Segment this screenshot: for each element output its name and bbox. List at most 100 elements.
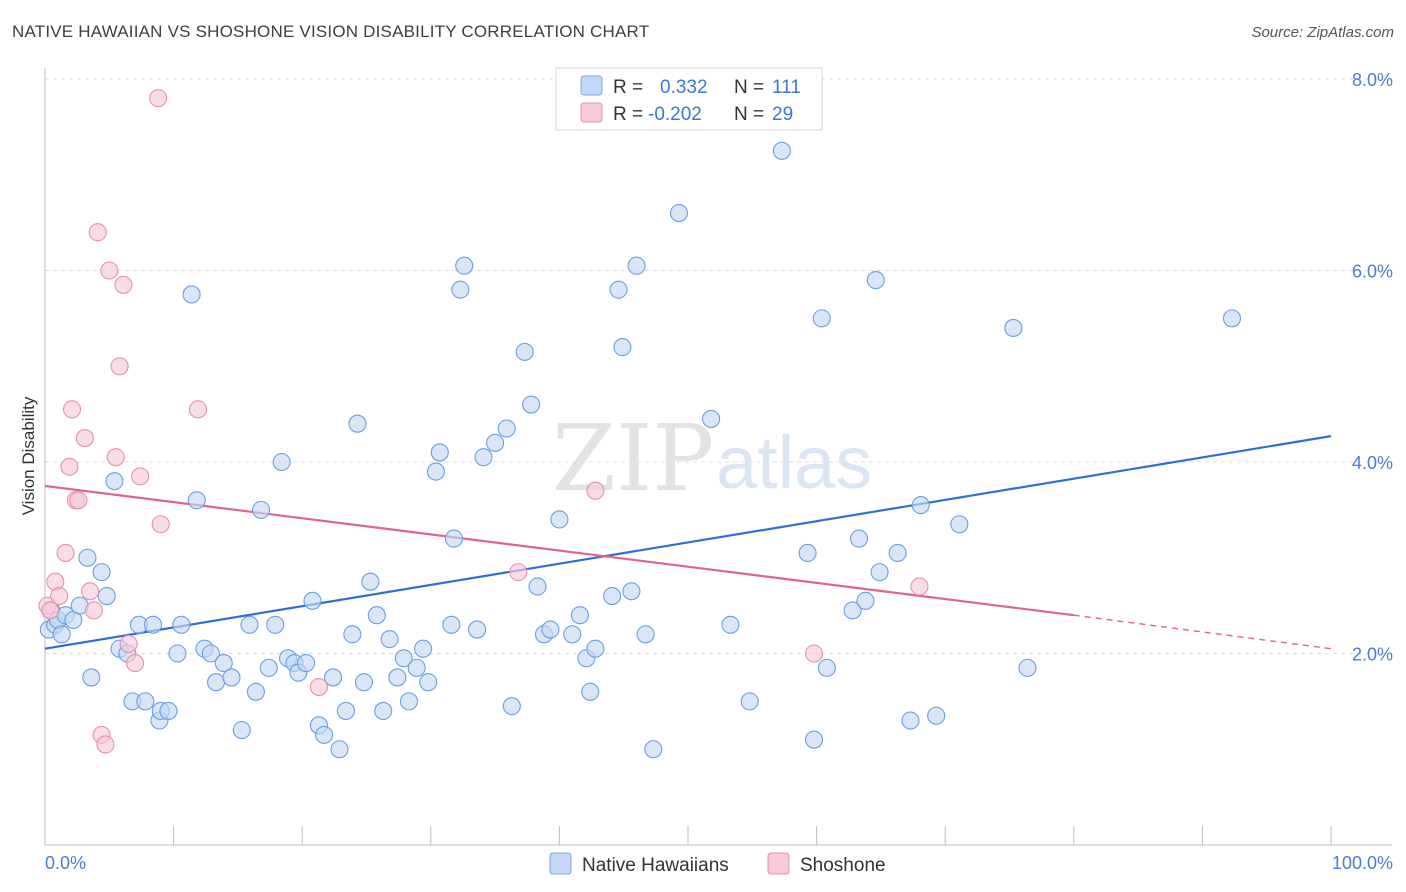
data-point: [266, 615, 285, 634]
data-point: [430, 443, 449, 462]
data-point: [297, 654, 316, 673]
trend-line: [44, 484, 1074, 617]
data-point: [187, 491, 206, 510]
bottom-legend-native-hawaiians: Native Hawaiians: [582, 855, 729, 876]
data-point: [627, 256, 646, 275]
axes: [44, 68, 1392, 846]
data-point: [586, 481, 605, 500]
data-point: [721, 615, 740, 634]
data-point: [468, 620, 487, 639]
data-point: [303, 591, 322, 610]
data-point: [159, 701, 178, 721]
data-point: [586, 639, 605, 658]
data-point: [901, 711, 920, 730]
legend-r-value: -0.202: [648, 104, 702, 125]
data-point: [106, 448, 125, 467]
data-point: [455, 256, 474, 275]
data-point: [206, 673, 226, 692]
data-point: [69, 491, 88, 510]
data-point: [214, 654, 233, 673]
y-axis-label: Vision Disability: [19, 396, 38, 515]
data-point: [870, 563, 889, 582]
data-point: [1222, 309, 1242, 328]
data-point: [866, 271, 885, 290]
data-point: [62, 400, 82, 419]
data-point: [88, 223, 107, 242]
data-point: [361, 572, 380, 591]
data-point: [910, 577, 929, 596]
data-point: [100, 261, 119, 280]
data-point: [515, 342, 534, 361]
data-point: [56, 543, 75, 563]
data-point: [374, 701, 393, 721]
data-point: [1018, 658, 1037, 677]
data-point: [888, 543, 907, 563]
data-point: [804, 644, 824, 663]
legend-n-label: N =: [734, 104, 764, 125]
data-point: [222, 668, 241, 687]
data-point: [419, 673, 438, 692]
data-point: [348, 414, 367, 433]
data-point: [812, 309, 831, 328]
data-point: [309, 677, 328, 697]
data-point: [804, 730, 824, 749]
y-tick-label: 6.0%: [1352, 262, 1393, 282]
data-point: [740, 692, 759, 711]
data-point: [125, 654, 145, 673]
data-point: [414, 639, 433, 658]
series-legend: Native Hawaiians Shoshone: [549, 852, 886, 876]
series-shoshone: [38, 89, 929, 754]
data-point: [343, 625, 362, 644]
y-tick-label: 2.0%: [1352, 645, 1393, 665]
data-point: [131, 467, 150, 486]
data-point: [75, 429, 94, 448]
x-tick-label: 0.0%: [45, 853, 86, 873]
data-point: [497, 419, 516, 438]
gridlines: [45, 78, 1392, 654]
data-point: [324, 668, 343, 687]
data-point: [172, 615, 191, 634]
legend-n-label: N =: [734, 77, 764, 98]
legend-r-label: R =: [613, 77, 643, 98]
data-point: [92, 563, 111, 582]
data-point: [528, 577, 547, 596]
data-point: [394, 649, 413, 668]
data-point: [336, 701, 355, 721]
data-point: [817, 658, 836, 677]
data-point: [541, 620, 560, 639]
data-point: [201, 644, 220, 663]
watermark: ZIP atlas: [552, 405, 872, 512]
data-point: [251, 500, 271, 519]
data-point: [78, 548, 97, 567]
data-point: [486, 433, 505, 452]
data-point: [502, 697, 521, 716]
trend-line: [44, 435, 1332, 650]
data-point: [246, 682, 265, 701]
data-point: [636, 625, 655, 644]
data-point: [856, 591, 875, 610]
data-point: [444, 529, 463, 548]
data-point: [240, 615, 259, 634]
trend-lines: [44, 435, 1332, 650]
data-point: [563, 625, 582, 644]
data-point: [581, 682, 600, 701]
bottom-legend-swatch-shoshone: [767, 852, 790, 875]
data-point: [772, 141, 791, 160]
data-point: [426, 462, 445, 481]
data-point: [41, 601, 60, 620]
y-tick-label: 8.0%: [1352, 70, 1393, 90]
data-point: [259, 658, 278, 677]
data-point: [843, 601, 862, 620]
bottom-legend-swatch-native-hawaiians: [549, 852, 572, 875]
trend-line-extension: [1073, 614, 1332, 650]
watermark-zip: ZIP: [552, 405, 714, 512]
legend-n-value: 111: [772, 77, 801, 98]
data-point: [168, 644, 187, 663]
bottom-legend-shoshone: Shoshone: [800, 855, 886, 876]
data-point: [407, 658, 426, 677]
data-point: [849, 529, 869, 548]
y-tick-label: 4.0%: [1352, 453, 1393, 473]
data-points: [38, 89, 1242, 759]
data-point: [52, 625, 71, 644]
